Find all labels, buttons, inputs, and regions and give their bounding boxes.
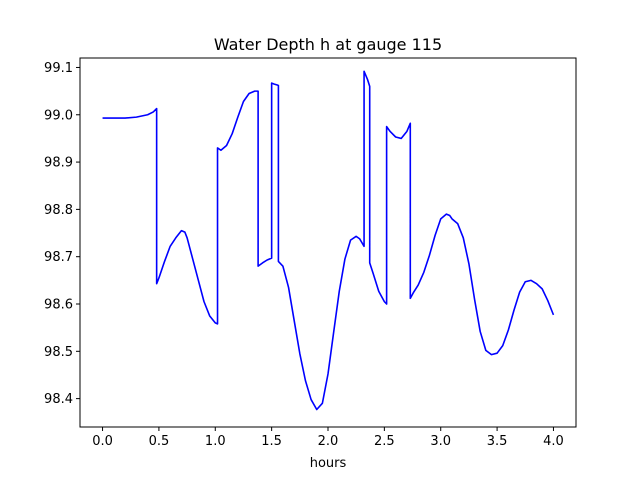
plot-area xyxy=(102,70,555,411)
series-line-0 xyxy=(102,70,555,411)
y-tick-label: 98.7 xyxy=(44,250,73,265)
y-tick-label: 98.6 xyxy=(44,298,73,313)
x-tick-label: 3.5 xyxy=(487,434,508,449)
y-tick-label: 98.4 xyxy=(44,392,73,407)
x-tick-label: 4.0 xyxy=(543,434,564,449)
y-tick-label: 98.9 xyxy=(44,156,73,171)
y-axis: 98.4 98.5 98.6 98.7 98.8 98.9 99.0 99.1 xyxy=(44,61,80,407)
x-tick-label: 2.5 xyxy=(374,434,395,449)
x-axis: 0.0 0.5 1.0 1.5 2.0 2.5 3.0 3.5 4.0 xyxy=(92,427,564,449)
chart-title: Water Depth h at gauge 115 xyxy=(214,35,442,54)
x-tick-label: 0.5 xyxy=(149,434,170,449)
x-tick-label: 2.0 xyxy=(318,434,339,449)
y-tick-label: 99.1 xyxy=(44,61,73,76)
x-tick-label: 1.5 xyxy=(261,434,282,449)
plot-frame xyxy=(79,57,577,428)
y-tick-label: 98.8 xyxy=(44,203,73,218)
x-tick-label: 1.0 xyxy=(205,434,226,449)
x-axis-title: hours xyxy=(310,456,347,471)
x-tick-label: 3.0 xyxy=(430,434,451,449)
y-tick-label: 98.5 xyxy=(44,345,73,360)
y-tick-label: 99.0 xyxy=(44,108,73,123)
x-tick-label: 0.0 xyxy=(92,434,113,449)
